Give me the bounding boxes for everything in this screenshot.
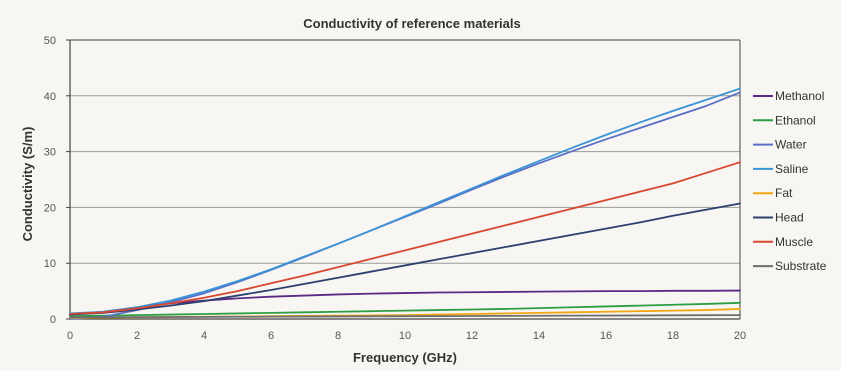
gridlines xyxy=(70,39,740,264)
tick-labels: 0 10 20 30 40 50 0 2 4 6 8 10 12 14 16 18 20 xyxy=(44,35,746,342)
legend: Methanol Ethanol Water Saline Fat Head Muscle S… xyxy=(753,89,827,273)
axes xyxy=(69,39,741,320)
y-tick-label-50: 50 xyxy=(44,35,56,47)
y-tick-label-10: 10 xyxy=(44,258,56,270)
series-line-ethanol xyxy=(69,301,741,318)
x-tick-label-2: 2 xyxy=(134,330,140,342)
chart-title: Conductivity of reference materials xyxy=(303,16,520,31)
y-tick-label-30: 30 xyxy=(44,147,56,159)
x-tick-label-16: 16 xyxy=(600,330,612,342)
legend-label-saline: Saline xyxy=(775,162,809,176)
series-line-methanol xyxy=(69,289,741,316)
legend-label-head: Head xyxy=(775,211,804,225)
y-axis-title: Conductivity (S/m) xyxy=(20,127,35,242)
y-tick-label-0: 0 xyxy=(50,314,56,326)
x-tick-label-12: 12 xyxy=(466,330,478,342)
x-tick-label-0: 0 xyxy=(67,330,73,342)
series-line-substrate xyxy=(69,314,741,319)
legend-label-fat: Fat xyxy=(775,186,793,200)
series-line-saline xyxy=(69,87,741,315)
x-tick-label-10: 10 xyxy=(399,330,411,342)
x-tick-label-20: 20 xyxy=(734,330,746,342)
x-tick-label-8: 8 xyxy=(335,330,341,342)
y-tick-label-40: 40 xyxy=(44,91,56,103)
x-tick-label-4: 4 xyxy=(201,330,207,342)
legend-label-muscle: Muscle xyxy=(775,235,813,249)
series-line-head xyxy=(69,202,741,316)
legend-label-methanol: Methanol xyxy=(775,89,824,103)
x-tick-label-18: 18 xyxy=(667,330,679,342)
series-line-muscle xyxy=(69,161,741,315)
legend-label-water: Water xyxy=(775,138,807,152)
legend-label-ethanol: Ethanol xyxy=(775,113,816,127)
legend-label-substrate: Substrate xyxy=(775,259,827,273)
x-axis-title: Frequency (GHz) xyxy=(353,350,457,365)
series-lines xyxy=(69,87,741,320)
x-tick-label-6: 6 xyxy=(268,330,274,342)
y-tick-label-20: 20 xyxy=(44,202,56,214)
x-tick-label-14: 14 xyxy=(533,330,545,342)
